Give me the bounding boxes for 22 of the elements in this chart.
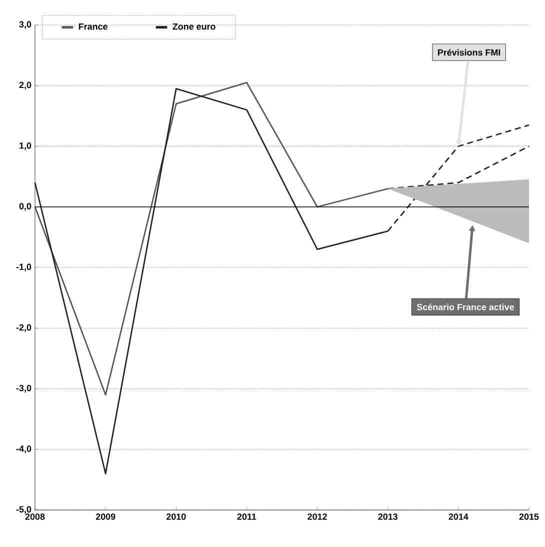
y-tick-label: -3,0 (16, 384, 32, 393)
y-tick-label: -4,0 (16, 446, 32, 454)
x-tick-label: 2012 (308, 514, 327, 520)
x-tick-label: 2011 (237, 514, 256, 520)
y-tick-label: -1,0 (16, 264, 32, 272)
y-tick-label: 3,0 (19, 21, 32, 29)
x-tick-label: 2014 (448, 514, 468, 520)
x-tick-label: 2015 (519, 514, 539, 520)
legend-label: France (78, 23, 108, 30)
annotation: Prévisions FMI (438, 48, 500, 56)
x-tick-label: 2013 (378, 514, 398, 520)
y-tick-label: 1,0 (20, 142, 32, 150)
annotation: Scénario France active (416, 304, 514, 310)
y-tick-label: -5,0 (16, 506, 32, 514)
x-tick-label: 2010 (166, 514, 186, 520)
y-tick-label: 2,0 (19, 82, 32, 90)
x-tick-label: 2008 (25, 514, 45, 520)
y-tick-label: -2,0 (16, 324, 32, 332)
legend-label: Zone euro (172, 23, 216, 30)
y-tick-label: 0,0 (19, 203, 32, 211)
line-series (34, 82, 389, 396)
x-tick-label: 2009 (96, 514, 116, 520)
